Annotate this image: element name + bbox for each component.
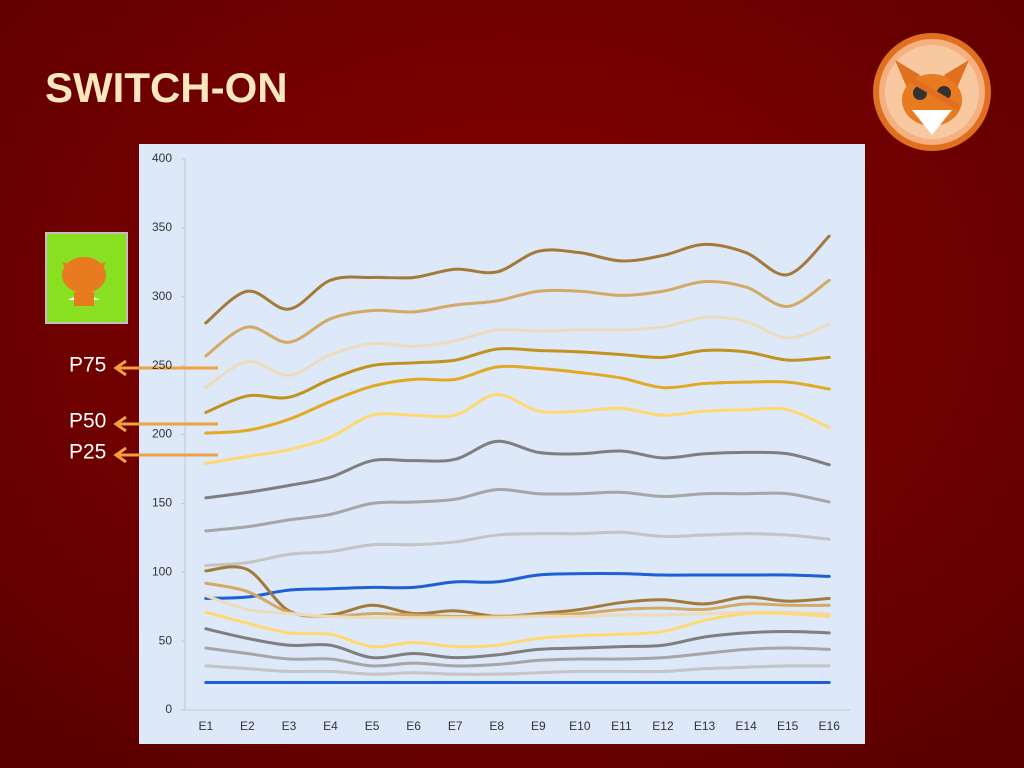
y-tick-label: 300 (152, 289, 172, 303)
series-line (204, 610, 831, 649)
series-line (204, 487, 831, 533)
x-tick-label: E11 (611, 719, 632, 733)
slide-title: SWITCH-ON (45, 64, 288, 111)
series-line (204, 439, 831, 500)
series-line (204, 347, 831, 414)
y-tick-label: 250 (152, 358, 172, 372)
x-tick-label: E16 (819, 719, 841, 733)
x-tick-label: E12 (652, 719, 674, 733)
y-tick-label: 100 (152, 564, 172, 578)
series-line (204, 594, 831, 620)
fox-logo (873, 33, 991, 151)
series-line (204, 393, 831, 465)
x-tick-label: E6 (406, 719, 421, 733)
series-line (204, 315, 831, 390)
x-tick-label: E5 (365, 719, 380, 733)
series-line (204, 364, 831, 435)
x-tick-label: E15 (777, 719, 799, 733)
x-tick-label: E8 (489, 719, 504, 733)
y-tick-label: 0 (165, 702, 172, 716)
series-line (204, 571, 831, 600)
fox-icon (45, 232, 128, 324)
x-tick-label: E10 (569, 719, 591, 733)
y-tick-label: 150 (152, 496, 172, 510)
annotation-arrows (113, 359, 218, 464)
series-line (204, 646, 831, 668)
x-tick-label: E3 (282, 719, 297, 733)
x-tick-label: E1 (198, 719, 213, 733)
y-tick-label: 200 (152, 427, 172, 441)
x-tick-label: E7 (448, 719, 463, 733)
y-tick-label: 50 (159, 633, 173, 647)
x-tick-label: E2 (240, 719, 255, 733)
series-line (204, 278, 831, 358)
y-tick-label: 350 (152, 220, 172, 234)
series-line (204, 664, 831, 676)
series-line (204, 627, 831, 660)
annotation: P25 (69, 441, 106, 464)
annotation: P50 (69, 410, 106, 433)
x-tick-label: E13 (694, 719, 716, 733)
x-tick-label: E9 (531, 719, 546, 733)
x-tick-label: E14 (735, 719, 757, 733)
x-tick-label: E4 (323, 719, 338, 733)
annotation: P75 (69, 354, 106, 377)
series-line (204, 234, 831, 325)
y-tick-label: 400 (152, 151, 172, 165)
series-line (204, 530, 831, 567)
